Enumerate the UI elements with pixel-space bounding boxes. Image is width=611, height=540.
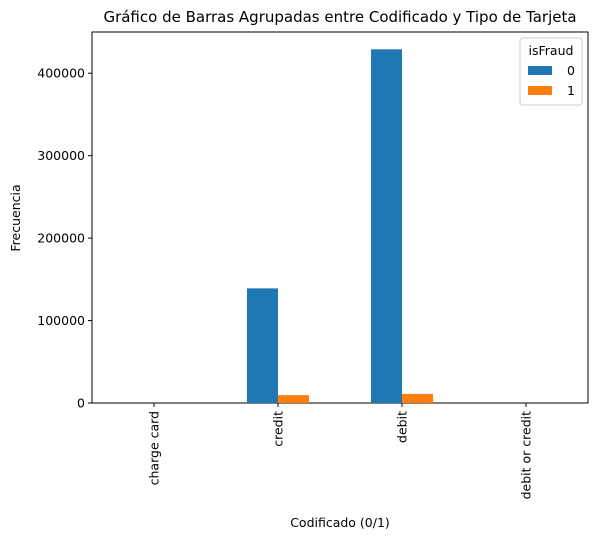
y-tick-label: 0 [77,396,85,411]
bar-credit-series-0 [247,288,278,403]
x-tick-label: debit [395,411,410,443]
plot-frame [91,31,589,404]
legend: isFraud 0 1 [519,37,583,106]
y-tick-label: 100000 [37,313,85,328]
y-axis-label: Frecuencia [8,184,23,251]
x-tick-label: charge card [147,411,162,485]
x-axis-label: Codificado (0/1) [290,515,390,530]
y-tick-label: 400000 [37,66,85,81]
x-axis: charge card credit debit debit or credit [147,403,534,499]
legend-label-0: 0 [567,63,575,78]
legend-swatch-0 [528,66,552,75]
x-tick-label: credit [271,411,286,447]
bar-debit-series-0 [371,49,402,404]
y-tick-label: 200000 [37,231,85,246]
y-axis: 0 100000 200000 300000 400000 [37,66,92,411]
bar-credit-series-1 [278,395,309,403]
plot-area [91,31,589,404]
legend-swatch-1 [528,86,552,95]
y-tick-label: 300000 [37,148,85,163]
legend-title: isFraud [529,43,574,58]
bar-debit-series-1 [402,393,433,403]
bars [247,49,433,404]
legend-label-1: 1 [567,83,575,98]
x-tick-label: debit or credit [519,411,534,500]
chart-title: Gráfico de Barras Agrupadas entre Codifi… [103,8,576,26]
